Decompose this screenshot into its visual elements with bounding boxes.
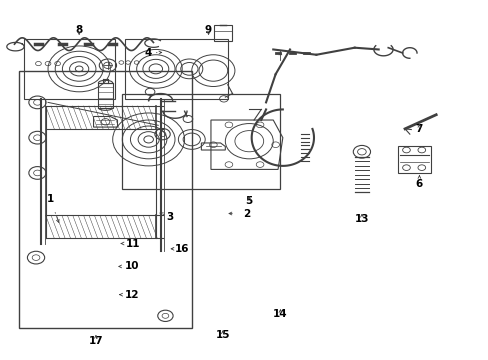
Text: 15: 15	[215, 330, 230, 340]
Bar	[214, 25, 231, 41]
Bar	[397, 147, 430, 173]
Bar	[122, 94, 280, 189]
Bar	[124, 39, 227, 99]
Text: 6: 6	[415, 179, 422, 189]
Text: 7: 7	[415, 124, 422, 134]
Bar	[19, 71, 191, 328]
Bar	[98, 83, 112, 108]
Text: 3: 3	[166, 212, 174, 222]
Text: 12: 12	[124, 290, 139, 300]
Text: 16: 16	[175, 244, 189, 254]
Bar	[24, 39, 115, 99]
Text: 11: 11	[126, 239, 140, 248]
Text: 13: 13	[354, 214, 368, 224]
Text: 5: 5	[245, 196, 252, 206]
Text: 9: 9	[204, 25, 212, 35]
Text: 10: 10	[124, 261, 139, 271]
Text: 14: 14	[273, 309, 287, 319]
Text: 2: 2	[243, 208, 250, 219]
Text: 4: 4	[143, 48, 151, 58]
Text: 8: 8	[75, 25, 82, 35]
Text: 17: 17	[88, 336, 103, 346]
Text: 1: 1	[47, 194, 54, 204]
